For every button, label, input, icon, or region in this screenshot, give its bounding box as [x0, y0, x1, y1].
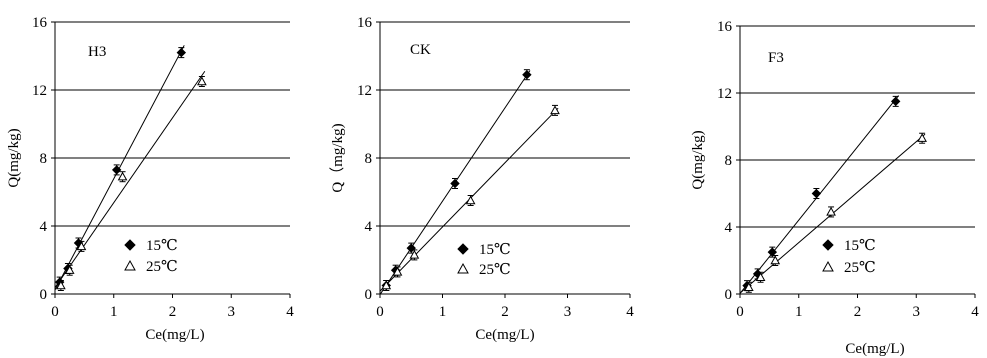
x-tick-label: 3: [913, 304, 921, 320]
data-point-15c: [111, 165, 122, 175]
trend-line-15c: [54, 45, 185, 291]
data-point-25c: [64, 265, 75, 274]
x-tick-label: 4: [971, 304, 979, 320]
data-point-25c: [465, 195, 476, 205]
y-tick-label: 12: [32, 83, 47, 99]
x-tick-label: 3: [564, 304, 572, 320]
data-point-25c: [117, 171, 128, 181]
x-tick-label: 0: [376, 304, 384, 320]
data-point-25c: [56, 280, 66, 290]
panel-label: CK: [410, 42, 431, 58]
y-tick-label: 16: [357, 15, 373, 31]
data-point-25c: [755, 272, 766, 281]
legend-label-15c: 15℃: [479, 242, 511, 258]
y-tick-label: 16: [717, 19, 733, 35]
legend-marker-25c: [457, 262, 469, 274]
y-tick-label: 4: [725, 220, 733, 236]
y-tick-label: 8: [725, 153, 733, 169]
data-point-15c: [767, 247, 778, 257]
data-point-25c: [826, 206, 836, 216]
legend-marker-15c: [457, 243, 469, 255]
y-axis-label: Q（mg/kg): [329, 123, 346, 192]
y-tick-label: 4: [365, 219, 373, 235]
data-point-25c: [381, 280, 392, 290]
y-tick-label: 0: [365, 287, 373, 303]
y-tick-label: 16: [32, 15, 48, 31]
y-tick-label: 0: [725, 287, 733, 303]
data-point-25c: [76, 241, 87, 251]
x-axis-label: Ce(mg/L): [475, 327, 534, 343]
data-point-15c: [890, 96, 901, 107]
legend-marker-15c: [822, 239, 834, 251]
legend-label-25c: 25℃: [146, 259, 178, 275]
x-tick-label: 4: [286, 304, 294, 320]
data-point-25c: [770, 255, 781, 265]
x-tick-label: 4: [626, 304, 634, 320]
x-tick-label: 1: [439, 304, 447, 320]
legend-label-15c: 15℃: [844, 238, 876, 254]
x-tick-label: 3: [228, 304, 236, 320]
legend-marker-15c: [124, 239, 136, 251]
data-point-25c: [917, 133, 927, 142]
y-tick-label: 0: [40, 287, 48, 303]
x-tick-label: 1: [795, 304, 803, 320]
panel-label: F3: [768, 50, 784, 66]
data-point-25c: [550, 105, 560, 115]
legend-label-25c: 25℃: [844, 260, 876, 276]
y-tick-label: 12: [357, 83, 372, 99]
legend-marker-25c: [124, 259, 136, 271]
y-tick-label: 12: [717, 86, 732, 102]
panel-label: H3: [88, 44, 106, 60]
data-point-15c: [522, 69, 532, 80]
y-tick-label: 8: [365, 151, 373, 167]
x-tick-label: 0: [736, 304, 744, 320]
legend-marker-25c: [822, 260, 834, 272]
x-tick-label: 2: [169, 304, 177, 320]
data-point-25c: [409, 249, 420, 259]
x-tick-label: 1: [110, 304, 118, 320]
data-point-25c: [392, 266, 403, 276]
x-tick-label: 2: [854, 304, 862, 320]
y-tick-label: 8: [40, 151, 48, 167]
y-tick-label: 4: [40, 219, 48, 235]
x-tick-label: 0: [51, 304, 59, 320]
trend-line-25c: [54, 70, 206, 288]
x-axis-label: Ce(mg/L): [845, 341, 904, 357]
data-point-25c: [197, 76, 207, 86]
y-axis-label: Q(mg/kg): [690, 130, 706, 189]
x-axis-label: Ce(mg/L): [145, 327, 204, 343]
data-point-15c: [811, 188, 822, 199]
data-point-15c: [450, 178, 460, 189]
data-point-25c: [743, 282, 754, 291]
data-point-15c: [176, 47, 187, 58]
x-tick-label: 2: [501, 304, 509, 320]
legend-label-15c: 15℃: [146, 238, 178, 254]
legend-label-25c: 25℃: [479, 262, 511, 278]
y-axis-label: Q(mg/kg): [6, 128, 22, 187]
